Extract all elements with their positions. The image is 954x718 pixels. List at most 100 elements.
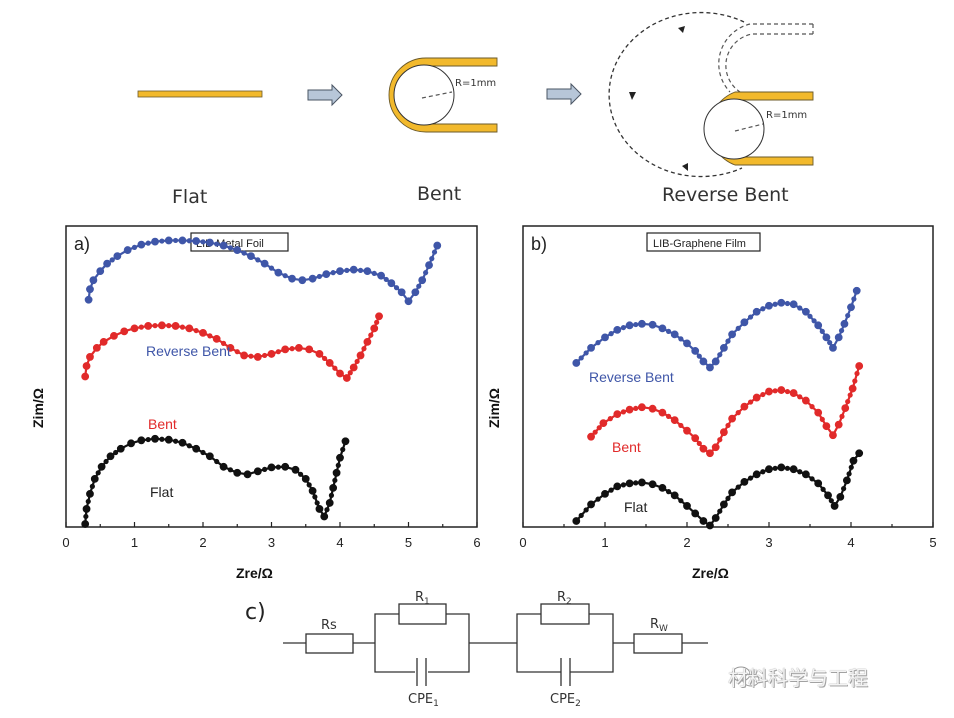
right-arrow-icon [307, 83, 343, 107]
chart-b-point-bent [735, 410, 741, 416]
chart-a-point-reverse-bent [393, 285, 400, 291]
label-r1: R1 [415, 590, 430, 607]
chart-a-point-bent [130, 324, 139, 333]
chart-b-point-bent [802, 396, 810, 405]
radius-line [421, 91, 453, 99]
chart-b-point-flat [706, 521, 714, 530]
radius-line [734, 123, 764, 132]
chart-a-point-bent [315, 350, 324, 358]
chart-a-point-flat [137, 436, 146, 445]
chart-b-point-flat [578, 512, 584, 519]
chart-a-x-tick-label: 1 [131, 535, 138, 550]
equivalent-circuit: c) [245, 600, 708, 686]
chart-a-point-bent [267, 350, 276, 358]
chart-a-point-bent [361, 346, 367, 352]
resistor-rw [633, 633, 683, 654]
chart-b-point-reverse-bent [834, 333, 843, 342]
chart-a-point-flat [329, 483, 338, 492]
chart-a-x-tick-label: 5 [405, 535, 412, 550]
chart-a-point-bent [289, 346, 295, 352]
chart-b-point-flat [608, 487, 614, 493]
chart-a-point-flat [341, 437, 350, 446]
chart-b-point-reverse-bent [752, 307, 761, 316]
chart-a-point-flat [85, 498, 91, 505]
rotation-arrow-icon [682, 163, 688, 171]
chart-b-point-reverse-bent [706, 363, 714, 372]
chart-b-point-reverse-bent [772, 301, 778, 307]
chart-b-point-flat [691, 509, 700, 518]
chart-b-point-reverse-bent [765, 301, 773, 310]
chart-a-point-reverse-bent [357, 267, 364, 273]
chart-b-point-bent [847, 392, 853, 398]
chart-a-point-flat [315, 505, 324, 513]
chart-b-point-bent [765, 387, 773, 396]
chart-a-point-flat [219, 462, 228, 471]
chart-b-point-reverse-bent [747, 314, 754, 320]
chart-b-point-flat [620, 482, 627, 488]
chart-b-point-bent [822, 422, 831, 431]
chart-b-point-bent [648, 404, 657, 413]
chart-b-point-bent [777, 386, 786, 394]
chart-a-point-flat [340, 446, 346, 453]
chart-a-point-reverse-bent [404, 297, 413, 306]
chart-b-point-reverse-bent [840, 319, 849, 328]
chart-b-point-reverse-bent [625, 321, 634, 330]
chart-a-point-flat [205, 452, 214, 461]
chart-a-point-bent [281, 345, 290, 354]
circuit-labels: Rs R1 CPE1 R2 CPE2 RW [321, 590, 668, 709]
chart-a-point-reverse-bent [178, 236, 187, 245]
chart-b-point-bent [854, 370, 860, 377]
chart-a-point-flat [89, 483, 95, 489]
chart-b-point-reverse-bent [608, 331, 614, 337]
chart-b-point-bent [814, 408, 823, 417]
chart-b-point-bent [855, 362, 864, 370]
wire [516, 613, 561, 673]
chart-a-panel-label: a) [74, 234, 90, 254]
chart-b-point-reverse-bent [847, 303, 855, 312]
chart-b-point-bent [829, 431, 837, 440]
chart-a-point-flat [312, 494, 318, 500]
chart-a-point-flat [106, 452, 115, 461]
chart-a-x-ticks: 0 1 2 3 4 5 6 [62, 522, 481, 550]
chart-a-point-flat [192, 444, 201, 453]
reverse-radius-label: R=1mm [766, 110, 807, 121]
chart-b-point-flat [683, 502, 691, 510]
reverse-bent-label: Reverse Bent [662, 184, 789, 206]
chart-b-point-reverse-bent [633, 321, 639, 328]
ghost-foil [718, 23, 814, 93]
chart-a-point-bent [253, 353, 262, 361]
chart-a-point-flat [95, 470, 101, 476]
rotation-arrow-icon [629, 92, 636, 100]
chart-a-point-flat [320, 512, 329, 521]
chart-a-x-tick-label: 2 [199, 535, 206, 550]
chart-b-point-reverse-bent [665, 328, 672, 334]
right-arrow-icon [546, 82, 582, 106]
label-cpe2-sub: 2 [575, 699, 581, 709]
chart-a-point-bent [171, 322, 180, 330]
chart-b-point-reverse-bent [735, 325, 741, 331]
chart-b-point-bent [740, 402, 749, 411]
schematic-bent: R=1mm Bent [388, 57, 498, 205]
chart-a-point-flat [328, 492, 335, 498]
chart-b-point-reverse-bent [811, 318, 817, 324]
chart-b-x-tick-label: 1 [601, 535, 608, 550]
chart-a-point-reverse-bent [164, 236, 173, 245]
bend-mandrel [393, 64, 455, 126]
chart-a-x-tick-label: 4 [336, 535, 343, 550]
chart-b-point-bent [658, 408, 667, 417]
chart-a-point-reverse-bent [425, 261, 433, 270]
chart-b-point-reverse-bent [784, 300, 791, 307]
chart-b-point-bent [711, 443, 720, 452]
chart-a-point-reverse-bent [227, 245, 233, 251]
chart-a-point-reverse-bent [418, 276, 427, 285]
chart-a-point-bent [110, 331, 118, 340]
chart-b: b) LIB-Graphene Film 0 1 2 3 4 5 Reverse Bent… [486, 225, 937, 581]
resistor-r2 [540, 603, 590, 625]
flat-foil [137, 90, 263, 98]
chart-a-point-flat [324, 507, 330, 513]
chart-a-point-reverse-bent [282, 273, 288, 279]
chart-b-x-tick-label: 0 [519, 535, 526, 550]
chart-b-point-flat [735, 484, 741, 490]
chart-a-point-bent [234, 349, 240, 355]
